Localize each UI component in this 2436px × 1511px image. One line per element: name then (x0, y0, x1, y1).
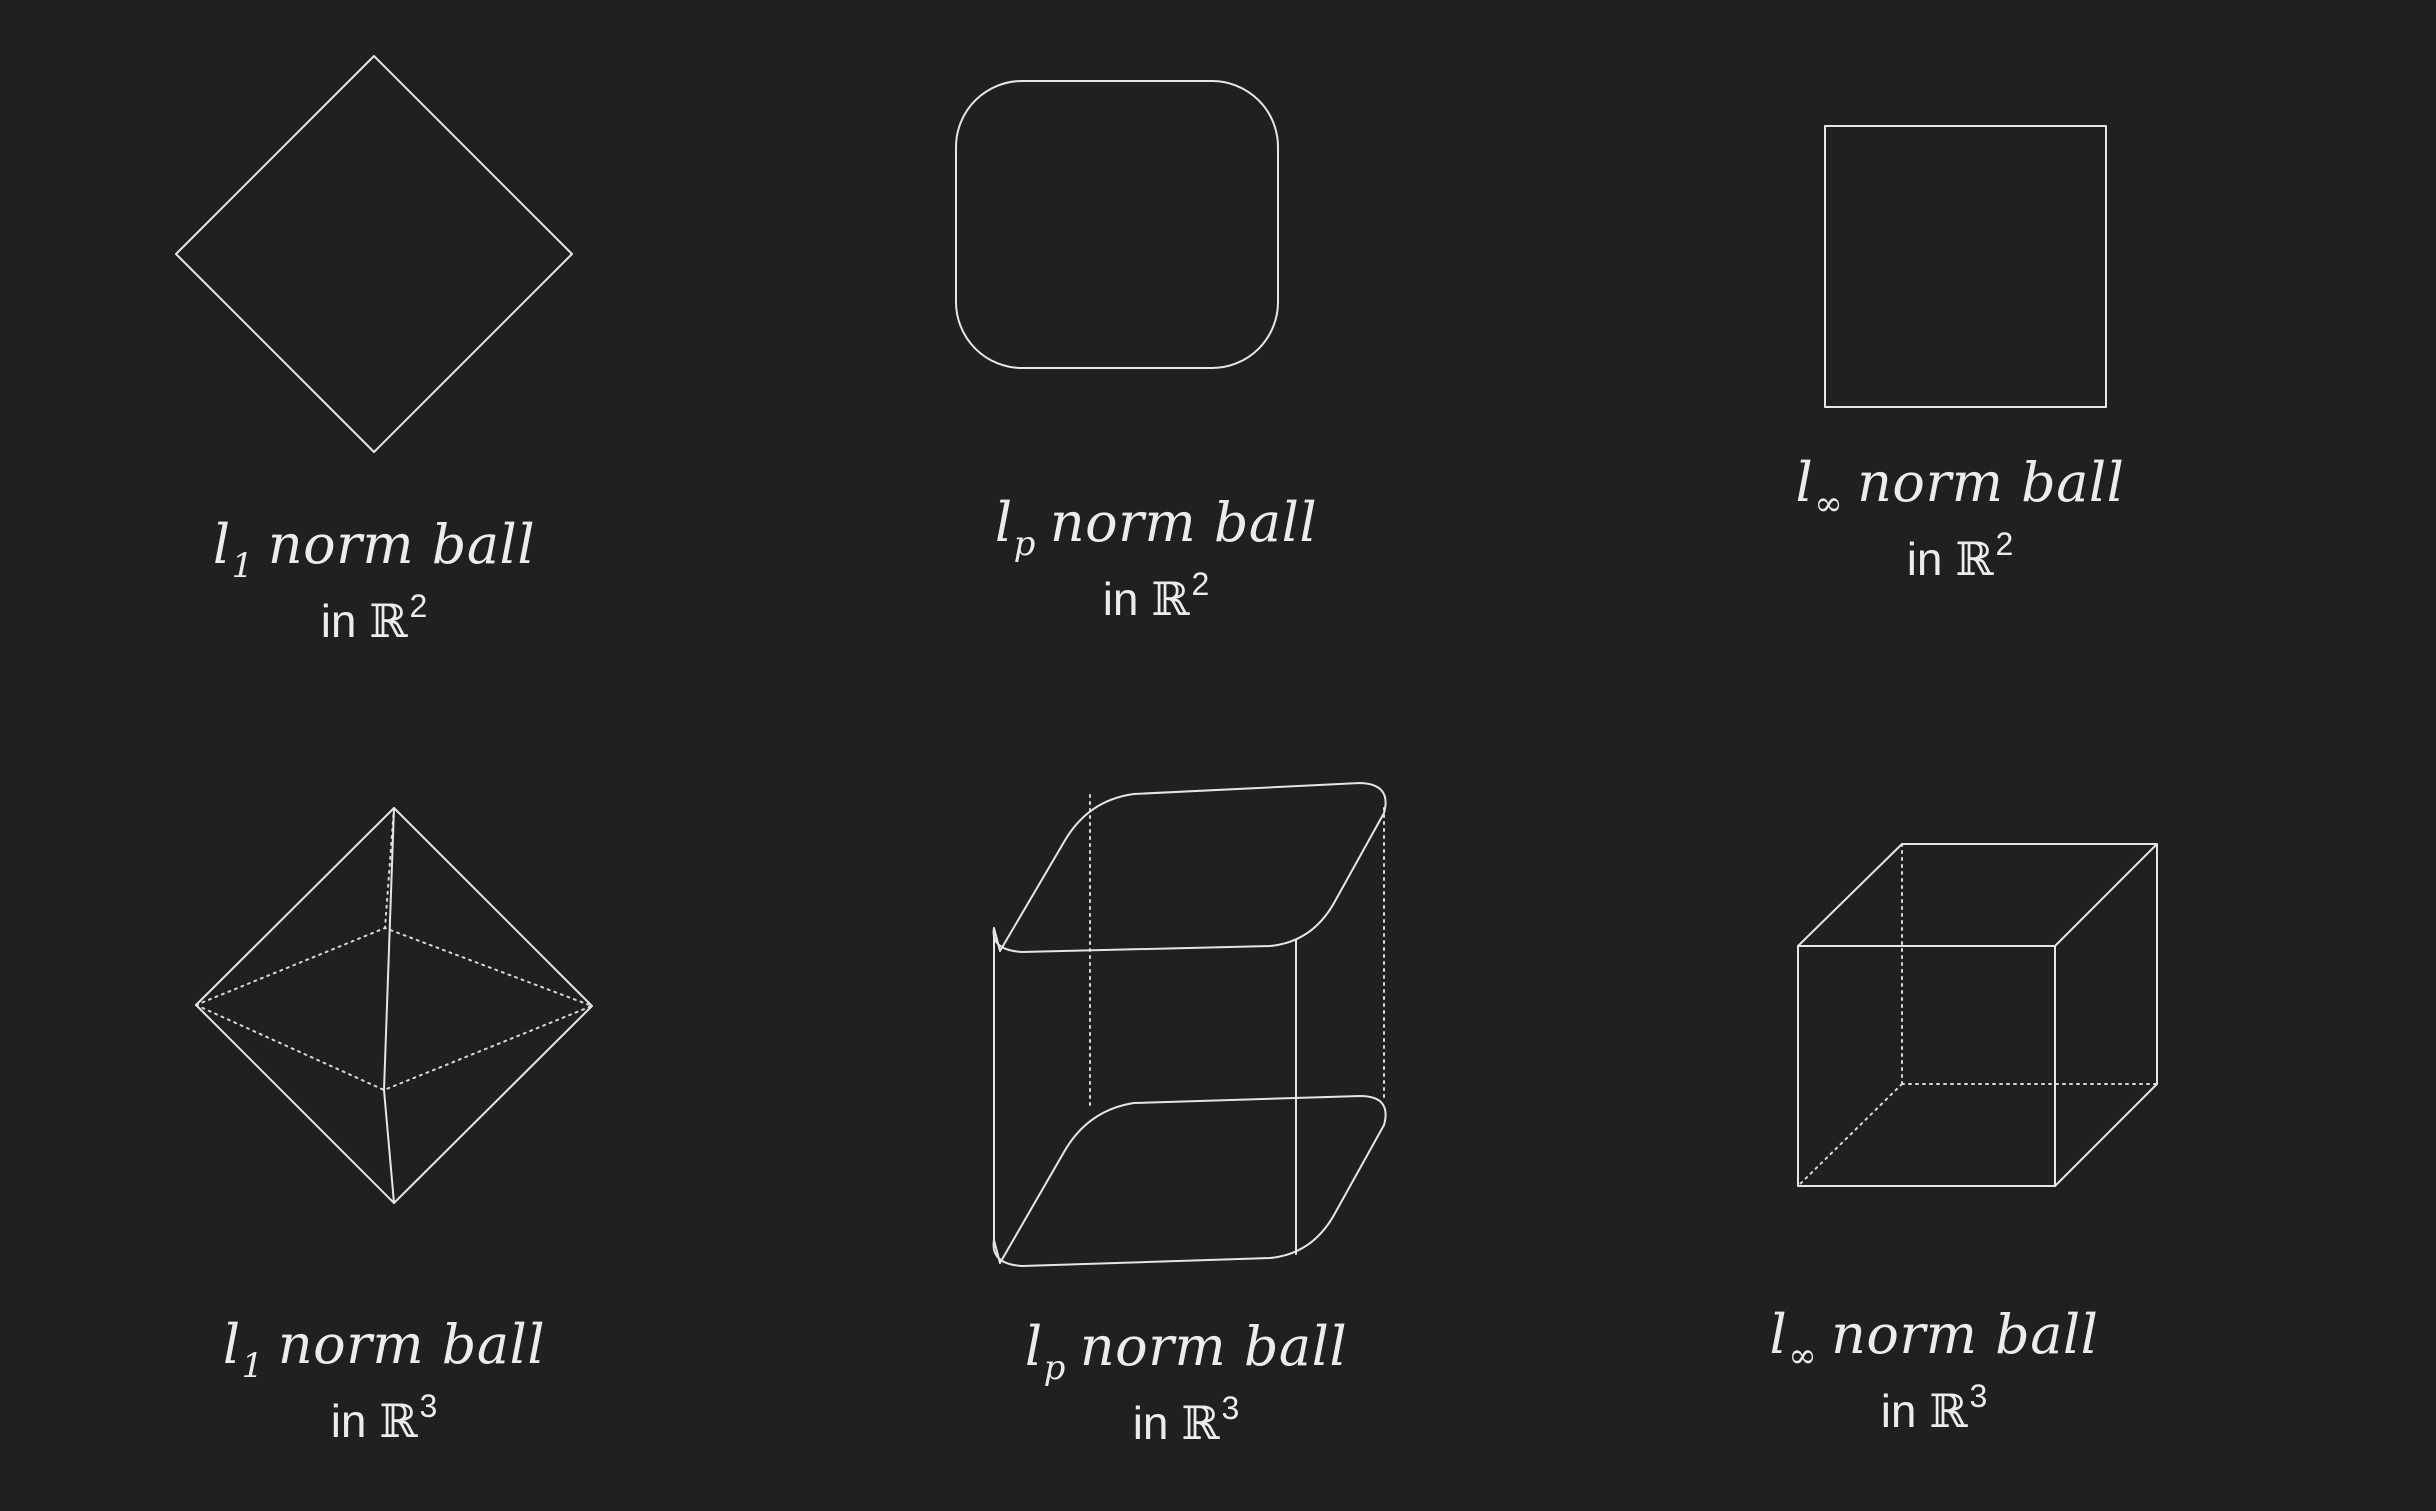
label-linf-norm-ball-r2: l∞ norm ball in ℝ2 (1700, 451, 2220, 586)
l1-ball-2d-diamond (175, 55, 573, 453)
linf-ball-2d-square (1824, 125, 2107, 408)
label-title: l1 norm ball (222, 1313, 546, 1386)
label-space: in ℝ2 (1102, 566, 1210, 626)
label-title: l∞ norm ball (1795, 451, 2125, 524)
label-space: in ℝ3 (1880, 1378, 1988, 1438)
lp-ball-3d-rounded-cube (992, 782, 1387, 1267)
l1-ball-3d-octahedron (195, 807, 593, 1204)
label-title: l1 norm ball (212, 513, 536, 586)
label-space: in ℝ3 (1132, 1390, 1240, 1450)
label-space: in ℝ2 (1906, 526, 2014, 586)
label-title: lp norm ball (994, 491, 1318, 564)
label-lp-norm-ball-r3: lp norm ball in ℝ3 (926, 1315, 1446, 1450)
label-lp-norm-ball-r2: lp norm ball in ℝ2 (896, 491, 1416, 626)
lp-ball-2d-rounded-square (955, 80, 1279, 369)
label-l1-norm-ball-r2: l1 norm ball in ℝ2 (114, 513, 634, 648)
label-l1-norm-ball-r3: l1 norm ball in ℝ3 (124, 1313, 644, 1448)
label-title: l∞ norm ball (1769, 1303, 2099, 1376)
linf-ball-3d-cube (1797, 843, 2158, 1187)
label-space: in ℝ3 (330, 1388, 438, 1448)
label-title: lp norm ball (1024, 1315, 1348, 1388)
label-space: in ℝ2 (320, 588, 428, 648)
label-linf-norm-ball-r3: l∞ norm ball in ℝ3 (1674, 1303, 2194, 1438)
